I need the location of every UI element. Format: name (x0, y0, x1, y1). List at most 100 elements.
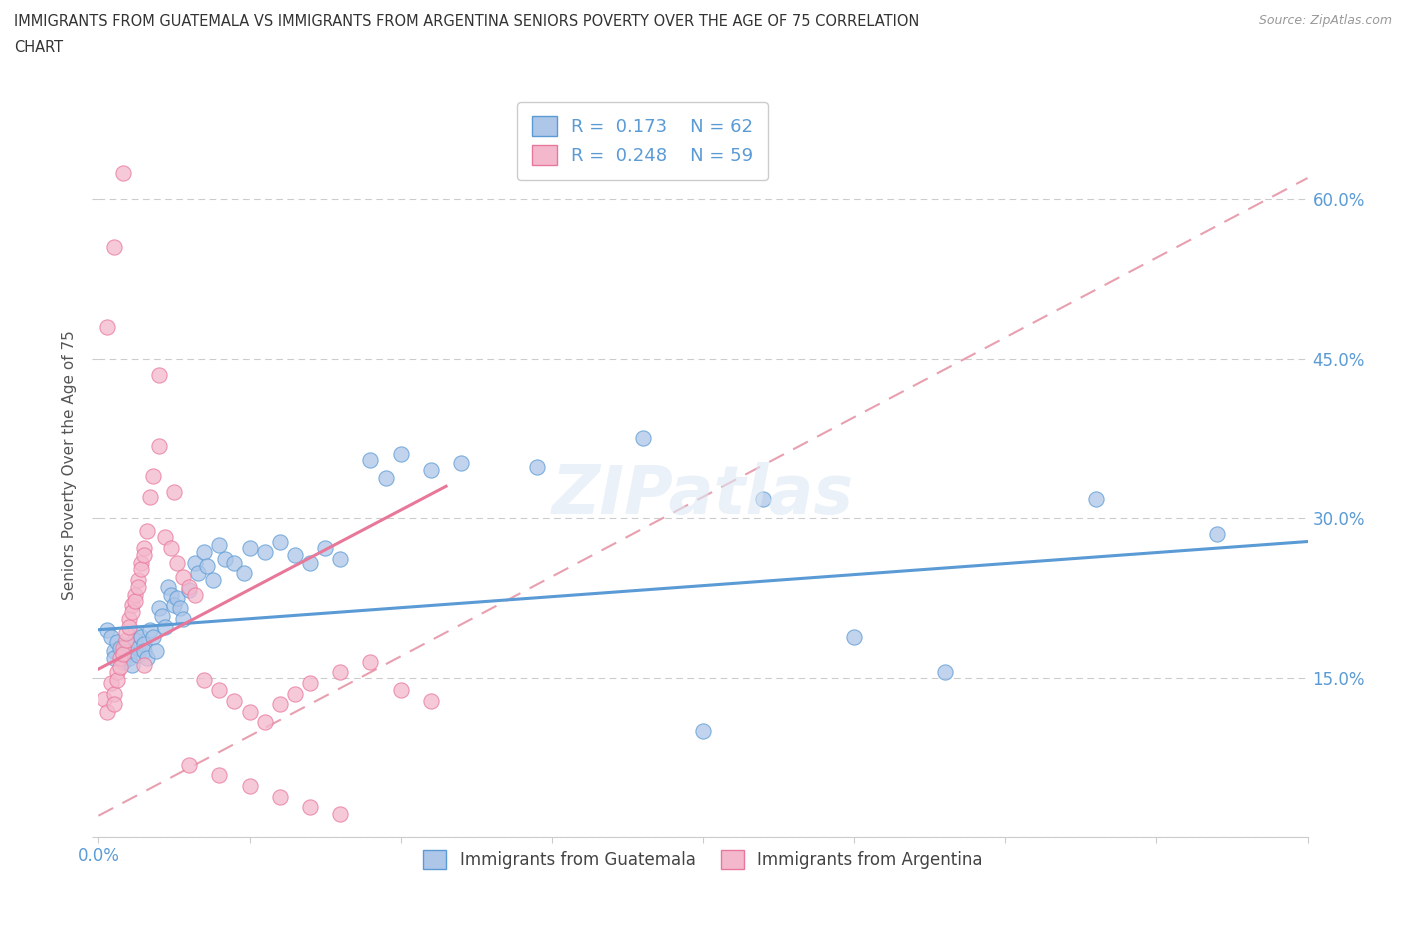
Point (844, 630, 866, 644)
Point (163, 485, 186, 499)
Point (111, 641, 134, 656)
Point (389, 447, 412, 462)
Point (103, 644, 125, 658)
Point (142, 468, 165, 483)
Point (284, 686, 307, 701)
Point (145, 644, 167, 658)
Point (163, 598, 186, 613)
Legend: Immigrants from Guatemala, Immigrants from Argentina: Immigrants from Guatemala, Immigrants fr… (412, 839, 994, 881)
Point (124, 593, 146, 608)
Point (172, 612, 194, 627)
Point (132, 658, 155, 672)
Point (129, 555, 152, 570)
Point (187, 566, 209, 581)
Point (132, 548, 155, 563)
Point (139, 622, 162, 637)
Point (224, 555, 246, 570)
Point (420, 463, 443, 478)
Point (420, 694, 443, 709)
Point (96, 319, 118, 334)
Point (111, 654, 134, 669)
Point (118, 644, 141, 658)
Point (111, 646, 134, 661)
Point (299, 800, 322, 815)
Point (118, 612, 141, 627)
Point (269, 790, 291, 804)
Point (135, 524, 157, 538)
Point (148, 367, 170, 382)
Point (374, 471, 396, 485)
Point (103, 686, 125, 701)
Point (224, 694, 246, 709)
Point (118, 619, 141, 634)
Point (329, 806, 352, 821)
Point (166, 591, 188, 605)
Point (299, 675, 322, 690)
Point (114, 626, 136, 641)
Point (111, 166, 134, 180)
Point (329, 665, 352, 680)
Point (1206, 526, 1229, 541)
Point (239, 540, 262, 555)
Point (172, 569, 194, 584)
Point (114, 638, 136, 653)
Point (179, 579, 201, 594)
Point (121, 598, 143, 613)
Point (132, 644, 155, 658)
Point (127, 572, 149, 587)
Point (103, 240, 125, 255)
Point (314, 540, 336, 555)
Point (129, 562, 152, 577)
Point (121, 658, 143, 672)
Point (124, 587, 146, 602)
Point (208, 683, 231, 698)
Point (169, 601, 191, 616)
Point (108, 651, 131, 666)
Point (148, 438, 170, 453)
Point (148, 601, 170, 616)
Point (111, 646, 134, 661)
Point (153, 530, 176, 545)
Point (132, 636, 155, 651)
Point (239, 704, 262, 719)
Text: ZIPatlas: ZIPatlas (553, 462, 853, 527)
Point (526, 459, 548, 474)
Point (139, 489, 162, 504)
Y-axis label: Seniors Poverty Over the Age of 75: Seniors Poverty Over the Age of 75 (62, 330, 77, 600)
Point (153, 619, 176, 634)
Point (142, 630, 165, 644)
Point (1085, 492, 1108, 507)
Text: IMMIGRANTS FROM GUATEMALA VS IMMIGRANTS FROM ARGENTINA SENIORS POVERTY OVER THE : IMMIGRANTS FROM GUATEMALA VS IMMIGRANTS … (14, 14, 920, 29)
Point (114, 633, 136, 648)
Point (156, 579, 179, 594)
Point (108, 659, 131, 674)
Point (284, 548, 307, 563)
Point (105, 672, 128, 687)
Point (100, 630, 122, 644)
Point (160, 587, 183, 602)
Point (269, 697, 291, 711)
Point (179, 757, 201, 772)
Point (135, 651, 157, 666)
Point (179, 583, 201, 598)
Point (93, 691, 115, 706)
Point (214, 551, 236, 566)
Point (329, 551, 352, 566)
Point (127, 579, 149, 594)
Point (184, 555, 207, 570)
Point (105, 665, 128, 680)
Point (124, 633, 146, 648)
Point (299, 555, 322, 570)
Point (127, 648, 149, 663)
Point (150, 608, 173, 623)
Text: Source: ZipAtlas.com: Source: ZipAtlas.com (1258, 14, 1392, 27)
Point (124, 626, 146, 641)
Point (166, 555, 188, 570)
Point (160, 540, 183, 555)
Point (103, 697, 125, 711)
Point (934, 665, 956, 680)
Point (108, 641, 131, 656)
Point (450, 456, 472, 471)
Point (232, 566, 254, 581)
Point (253, 545, 276, 560)
